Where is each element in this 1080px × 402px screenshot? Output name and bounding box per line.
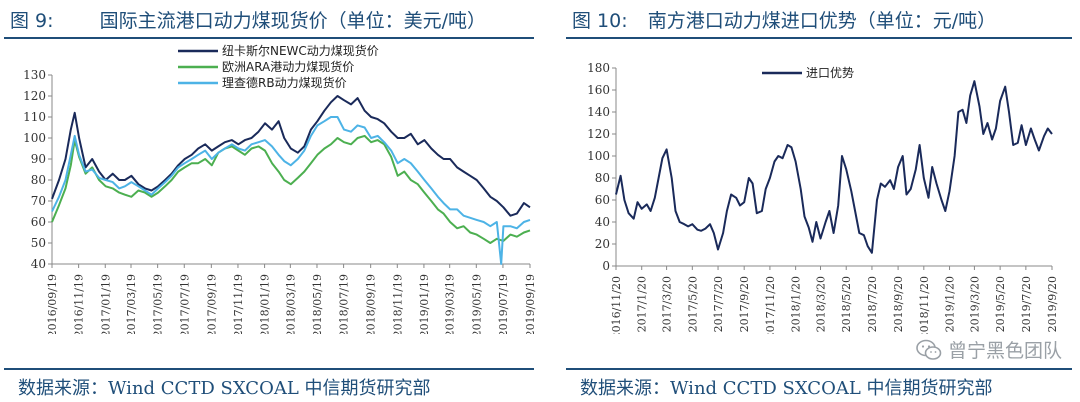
left-x-tick-label: 2019/09/19: [524, 274, 537, 334]
left-y-tick-label: 120: [23, 89, 46, 103]
left-x-tick-label: 2017/03/19: [125, 274, 138, 334]
right-y-tick-label: 140: [587, 105, 610, 119]
right-y-tick-label: 0: [602, 259, 610, 273]
left-x-tick-label: 2017/05/19: [152, 274, 165, 334]
right-legend-label-1: 进口优势: [806, 66, 854, 80]
left-x-tick-label: 2018/07/19: [338, 274, 351, 334]
left-line-chart: 40 50 60 70 80 90 100 110 120 130 2016/09/19 2016/1…: [23, 44, 537, 334]
left-x-tick-label: 2019/07/19: [497, 274, 510, 334]
left-y-tick-label: 90: [31, 152, 46, 166]
wechat-icon: [916, 339, 942, 360]
left-y-tick-label: 110: [23, 110, 46, 124]
left-series-line-1: [51, 95, 531, 217]
left-x-tick-label: 2019/03/19: [444, 274, 457, 334]
right-y-tick-label: 180: [587, 61, 610, 75]
right-top-rule: [566, 37, 1072, 39]
left-y-tick-label: 70: [31, 194, 46, 208]
right-x-tick-label: 2019/3/20: [968, 276, 981, 332]
left-series-line-3: [51, 116, 531, 265]
left-x-tick-label: 2017/11/19: [232, 274, 245, 334]
left-y-tick-label: 60: [31, 215, 46, 229]
left-legend-label-3: 理查德RB动力煤现货价: [222, 75, 347, 90]
right-x-tick-label: 2019/9/20: [1046, 276, 1059, 332]
right-x-tick-label: 2017/1/20: [636, 276, 649, 332]
left-x-tick-label: 2019/05/19: [470, 274, 483, 334]
left-source-note: 数据来源：Wind CCTD SXCOAL 中信期货研究部: [18, 378, 431, 399]
left-series-line-2: [51, 134, 531, 244]
left-y-tick-label: 80: [31, 173, 46, 187]
left-x-tick-label: 2018/01/19: [259, 274, 272, 334]
left-x-tick-label: 2016/09/19: [46, 274, 59, 334]
right-x-tick-label: 2017/7/20: [712, 276, 725, 332]
right-x-tick-label: 2018/11/20: [918, 276, 931, 334]
right-y-tick-label: 20: [595, 237, 610, 251]
right-y-tick-label: 60: [595, 193, 610, 207]
left-x-tick-label: 2016/11/19: [73, 274, 86, 334]
right-y-tick-label: 40: [595, 215, 610, 229]
left-legend-label-1: 纽卡斯尔NEWC动力煤现货价: [222, 44, 379, 58]
right-y-tick-label: 100: [587, 149, 610, 163]
right-x-tick-label: 2017/11/20: [764, 276, 777, 334]
right-x-tick-label: 2017/3/20: [661, 276, 674, 332]
right-source-note: 数据来源：Wind CCTD SXCOAL 中信期货研究部: [580, 378, 993, 399]
watermark: 曾宁黑色团队: [916, 336, 1062, 363]
right-series-line-1: [615, 80, 1053, 254]
left-figure-number: 图 9:: [10, 10, 54, 32]
left-x-tick-label: 2017/09/19: [205, 274, 218, 334]
left-bottom-rule: [4, 368, 534, 370]
right-line-chart: 0 20 40 60 80 100 120 140 160 180 2016/11/20 2017/1…: [587, 61, 1059, 334]
right-x-tick-label: 2017/5/20: [686, 276, 699, 332]
left-y-tick-label: 130: [23, 68, 46, 82]
right-x-tick-label: 2018/5/20: [840, 276, 853, 332]
left-x-tick-label: 2018/05/19: [311, 274, 324, 334]
right-figure-number: 图 10:: [572, 10, 628, 32]
right-x-tick-label: 2018/1/20: [790, 276, 803, 332]
right-y-tick-label: 80: [595, 171, 610, 185]
left-top-rule: [4, 37, 534, 39]
left-x-tick-label: 2017/07/19: [178, 274, 191, 334]
left-x-tick-label: 2018/11/19: [391, 274, 404, 334]
right-y-tick-label: 160: [587, 83, 610, 97]
left-x-tick-label: 2017/01/19: [99, 274, 112, 334]
right-x-tick-label: 2018/3/20: [815, 276, 828, 332]
right-chart-title: 图 10: 南方港口动力煤进口优势（单位：元/吨）: [572, 6, 996, 33]
left-legend-label-2: 欧洲ARA港动力煤现货价: [222, 59, 354, 74]
left-chart-title: 图 9: 国际主流港口动力煤现货价（单位：美元/吨）: [10, 6, 486, 33]
watermark-text: 曾宁黑色团队: [947, 340, 1062, 362]
right-x-tick-label: 2019/5/20: [994, 276, 1007, 332]
right-x-tick-label: 2017/9/20: [738, 276, 751, 332]
right-x-tick-label: 2019/1/20: [944, 276, 957, 332]
left-x-tick-label: 2018/03/19: [284, 274, 297, 334]
right-x-tick-label: 2018/7/20: [866, 276, 879, 332]
right-y-tick-label: 120: [587, 127, 610, 141]
right-x-tick-label: 2016/11/20: [610, 276, 623, 334]
right-x-tick-label: 2018/9/20: [892, 276, 905, 332]
left-x-tick-label: 2018/09/19: [365, 274, 378, 334]
right-bottom-rule: [566, 368, 1072, 370]
left-title-text: 国际主流港口动力煤现货价（单位：美元/吨）: [99, 10, 487, 32]
left-y-tick-label: 40: [31, 257, 46, 271]
right-x-tick-label: 2019/7/20: [1020, 276, 1033, 332]
right-title-text: 南方港口动力煤进口优势（单位：元/吨）: [647, 10, 997, 32]
left-y-tick-label: 50: [31, 236, 46, 250]
left-y-tick-label: 100: [23, 131, 46, 145]
left-x-tick-label: 2019/01/19: [418, 274, 431, 334]
